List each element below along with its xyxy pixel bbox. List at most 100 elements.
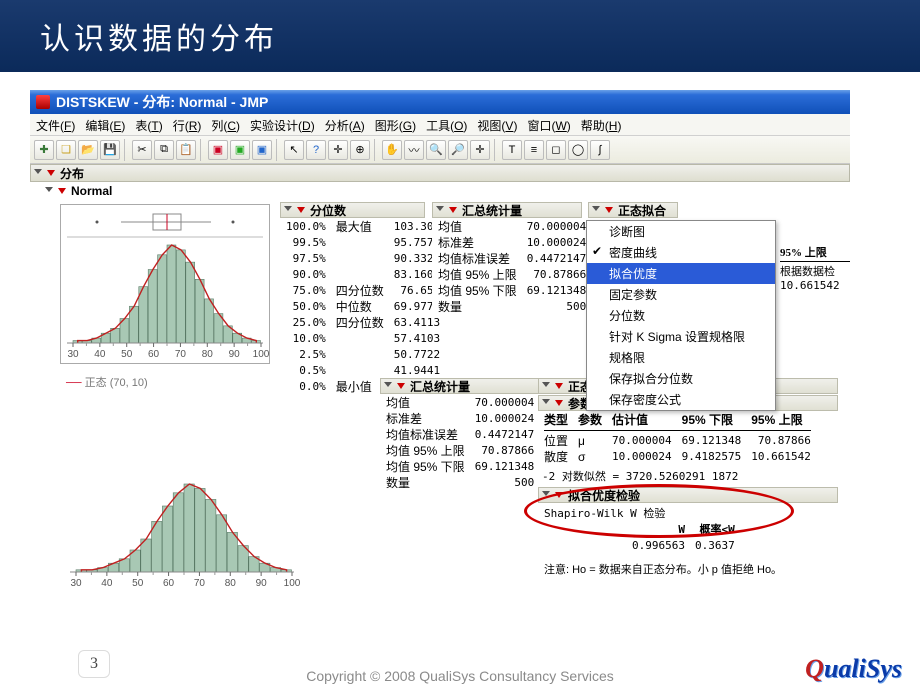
tb-shape-icon[interactable]: ◻: [546, 140, 566, 160]
context-item[interactable]: 保存拟合分位数: [587, 368, 775, 389]
menu-row[interactable]: 行(R): [173, 117, 202, 132]
titlebar[interactable]: DISTSKEW - 分布: Normal - JMP: [30, 90, 850, 114]
menu-tools[interactable]: 工具(O): [426, 117, 467, 132]
tb-save-icon[interactable]: 💾: [100, 140, 120, 160]
menu-table[interactable]: 表(T): [135, 117, 162, 132]
disclosure-icon[interactable]: [384, 382, 392, 391]
disclosure-icon[interactable]: [436, 206, 444, 215]
legend: ── 正态 (70, 10): [66, 374, 148, 390]
context-item[interactable]: 规格限: [587, 347, 775, 368]
tb-paste-icon[interactable]: 📋: [176, 140, 196, 160]
svg-text:30: 30: [67, 349, 79, 360]
normalfit-head: 正态拟合: [618, 202, 666, 219]
tb-line-icon[interactable]: ≡: [524, 140, 544, 160]
jmp-window: DISTSKEW - 分布: Normal - JMP 文件(F) 编辑(E) …: [30, 90, 850, 605]
menu-help[interactable]: 帮助(H): [581, 117, 622, 132]
tb-new2-icon[interactable]: ❏: [56, 140, 76, 160]
summary2-table: 均值70.000004标准差10.000024均值标准误差0.4472147均值…: [380, 394, 540, 492]
section-root: 分布: [60, 165, 84, 182]
svg-text:100: 100: [253, 349, 269, 360]
tb-red1-icon[interactable]: ▣: [208, 140, 228, 160]
loglik: -2 对数似然 = 3720.5260291 1872: [538, 466, 838, 486]
slide-title: 认识数据的分布: [0, 0, 920, 72]
redtri-icon[interactable]: [58, 188, 66, 194]
svg-text:60: 60: [163, 578, 175, 589]
menu-doe[interactable]: 实验设计(D): [250, 117, 315, 132]
svg-text:100: 100: [284, 578, 301, 589]
redtri-icon[interactable]: [47, 170, 55, 176]
svg-text:70: 70: [194, 578, 206, 589]
menu-file[interactable]: 文件(F): [36, 117, 75, 132]
svg-text:40: 40: [94, 349, 106, 360]
svg-text:50: 50: [121, 349, 133, 360]
app-icon: [36, 95, 50, 109]
tb-new-icon[interactable]: ✚: [34, 140, 54, 160]
tb-cross-icon[interactable]: ✛: [328, 140, 348, 160]
redtri-icon[interactable]: [449, 207, 457, 213]
tb-green-icon[interactable]: ▣: [230, 140, 250, 160]
redtri-icon[interactable]: [297, 207, 305, 213]
context-item[interactable]: 固定参数: [587, 284, 775, 305]
tb-arrow-icon[interactable]: ↖: [284, 140, 304, 160]
tb-help-icon[interactable]: ?: [306, 140, 326, 160]
redtri-icon[interactable]: [555, 383, 563, 389]
summary-head2: 汇总统计量: [410, 378, 470, 395]
tb-curve-icon[interactable]: ∫: [590, 140, 610, 160]
tb-hand-icon[interactable]: ✋: [382, 140, 402, 160]
hist-chart-1: 30405060708090100: [61, 205, 269, 363]
svg-text:40: 40: [101, 578, 113, 589]
redtri-icon[interactable]: [605, 207, 613, 213]
window-title: DISTSKEW - 分布: Normal - JMP: [56, 92, 268, 112]
menu-graph[interactable]: 图形(G): [375, 117, 416, 132]
gof-note: 注意: Ho = 数据来自正态分布。小 p 值拒绝 Ho。: [538, 557, 838, 581]
extra-row1: 根据数据检: [780, 263, 850, 279]
menu-edit[interactable]: 编辑(E): [85, 117, 125, 132]
context-item[interactable]: 分位数: [587, 305, 775, 326]
svg-text:60: 60: [148, 349, 160, 360]
tb-globe-icon[interactable]: ⊕: [350, 140, 370, 160]
tb-zoomout-icon[interactable]: 🔎: [448, 140, 468, 160]
disclosure-icon[interactable]: [542, 382, 550, 391]
extra-head: 95% 上限: [780, 244, 850, 260]
tb-zoomin-icon[interactable]: 🔍: [426, 140, 446, 160]
menu-analyze[interactable]: 分析(A): [325, 117, 365, 132]
toolbar: ✚ ❏ 📂 💾 ✂ ⧉ 📋 ▣ ▣ ▣ ↖ ? ✛ ⊕ ✋ 〰 🔍 🔎 ✛ T …: [30, 136, 850, 164]
annotation-ellipse: [524, 484, 794, 538]
svg-text:70: 70: [175, 349, 187, 360]
context-item[interactable]: 保存密度公式: [587, 389, 775, 410]
menu-col[interactable]: 列(C): [211, 117, 240, 132]
tb-plus-icon[interactable]: ✛: [470, 140, 490, 160]
tb-open-icon[interactable]: 📂: [78, 140, 98, 160]
redtri-icon[interactable]: [555, 400, 563, 406]
params-table: 类型参数估计值95% 下限95% 上限位置μ70.00000469.121348…: [538, 411, 817, 466]
extra-row2: 10.661542: [780, 279, 850, 292]
menu-view[interactable]: 视图(V): [477, 117, 517, 132]
context-item[interactable]: 拟合优度: [587, 263, 775, 284]
logo: QualiSys: [805, 654, 902, 684]
disclosure-icon[interactable]: [34, 169, 42, 178]
section-variable: Normal: [71, 184, 112, 198]
hist-chart-2: 30405060708090100: [62, 444, 302, 594]
summary-head: 汇总统计量: [462, 202, 522, 219]
context-item[interactable]: 密度曲线✔: [587, 242, 775, 263]
tb-brush-icon[interactable]: 〰: [404, 140, 424, 160]
disclosure-icon[interactable]: [45, 187, 53, 196]
context-item[interactable]: 诊断图: [587, 221, 775, 242]
copyright: Copyright © 2008 QualiSys Consultancy Se…: [0, 668, 920, 684]
tb-oval-icon[interactable]: ◯: [568, 140, 588, 160]
disclosure-icon[interactable]: [284, 206, 292, 215]
quantiles-table: 100.0%最大值103.30199.5%95.757197.5%90.3322…: [280, 218, 446, 396]
disclosure-icon[interactable]: [592, 206, 600, 215]
svg-text:90: 90: [229, 349, 241, 360]
redtri-icon[interactable]: [397, 383, 405, 389]
tb-cut-icon[interactable]: ✂: [132, 140, 152, 160]
tb-blue-icon[interactable]: ▣: [252, 140, 272, 160]
quantiles-head: 分位数: [310, 202, 346, 219]
context-item[interactable]: 针对 K Sigma 设置规格限: [587, 326, 775, 347]
disclosure-icon[interactable]: [542, 399, 550, 408]
menu-window[interactable]: 窗口(W): [527, 117, 570, 132]
summary1-table: 均值70.000004标准差10.000024均值标准误差0.4472147均值…: [432, 218, 592, 316]
menubar: 文件(F) 编辑(E) 表(T) 行(R) 列(C) 实验设计(D) 分析(A)…: [30, 114, 850, 136]
tb-text-icon[interactable]: T: [502, 140, 522, 160]
tb-copy-icon[interactable]: ⧉: [154, 140, 174, 160]
